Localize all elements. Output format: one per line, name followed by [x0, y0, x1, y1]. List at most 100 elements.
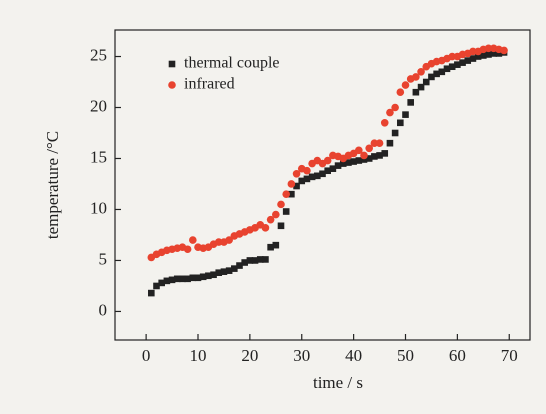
data-point — [189, 236, 197, 244]
data-point — [454, 61, 461, 68]
data-point — [246, 257, 254, 264]
data-point — [360, 156, 368, 163]
data-point — [397, 119, 404, 127]
data-point — [163, 277, 171, 285]
y-tick-label: 20 — [90, 96, 107, 115]
data-point — [433, 70, 440, 78]
data-point — [303, 175, 311, 183]
data-point — [365, 144, 373, 153]
data-point — [401, 81, 410, 89]
data-point — [319, 170, 326, 178]
data-point — [282, 208, 290, 215]
x-tick-label: 0 — [142, 346, 151, 365]
data-point — [298, 177, 306, 185]
data-point — [241, 259, 248, 266]
y-tick-label: 10 — [90, 198, 107, 217]
legend-label: thermal couple — [184, 55, 280, 72]
data-point — [464, 57, 472, 64]
data-point — [428, 73, 435, 81]
data-point — [205, 272, 212, 280]
data-point — [500, 46, 508, 55]
y-tick-label: 15 — [90, 147, 107, 166]
data-point — [376, 152, 383, 159]
data-point — [194, 274, 202, 282]
data-point — [438, 68, 446, 76]
data-point — [277, 200, 285, 209]
data-point — [231, 265, 238, 272]
data-point — [355, 146, 363, 155]
data-point — [256, 256, 264, 263]
x-axis-label: time / s — [313, 373, 363, 392]
data-point — [371, 153, 378, 160]
data-point — [345, 159, 352, 166]
data-point — [236, 262, 243, 269]
data-point — [474, 53, 482, 60]
data-point — [412, 73, 420, 81]
data-point — [189, 274, 197, 282]
y-tick-label: 0 — [99, 300, 108, 319]
data-point — [173, 275, 181, 283]
data-point — [220, 268, 228, 275]
data-point — [417, 83, 425, 91]
legend-label: infrared — [184, 76, 235, 93]
data-point — [391, 103, 399, 112]
x-tick-label: 40 — [345, 346, 362, 365]
data-point — [422, 78, 430, 86]
data-point — [407, 99, 414, 106]
data-point — [282, 190, 290, 198]
data-point — [293, 182, 300, 190]
data-point — [485, 51, 492, 58]
x-tick-label: 10 — [190, 346, 207, 365]
legend-marker — [168, 60, 176, 68]
data-point — [266, 215, 275, 224]
data-point — [210, 271, 217, 279]
data-point — [168, 276, 176, 284]
data-point — [365, 155, 373, 162]
data-point — [225, 236, 233, 244]
x-tick-label: 60 — [449, 346, 466, 365]
data-point — [469, 55, 477, 62]
data-point — [324, 167, 331, 175]
data-point — [225, 267, 233, 274]
data-point — [495, 50, 503, 57]
y-axis-label: temperature /°C — [43, 131, 62, 239]
data-point — [459, 59, 466, 66]
data-point — [386, 108, 394, 117]
data-point — [490, 50, 497, 57]
data-point — [262, 256, 269, 263]
data-point — [261, 224, 270, 232]
data-point — [448, 63, 456, 71]
data-point — [412, 88, 420, 96]
data-point — [308, 173, 316, 181]
data-point — [417, 68, 425, 76]
data-point — [148, 289, 155, 297]
y-tick-label: 5 — [99, 249, 108, 268]
data-point — [272, 210, 280, 219]
data-point — [391, 129, 399, 137]
data-point — [292, 169, 301, 178]
data-point — [303, 166, 311, 175]
data-point — [375, 139, 384, 147]
data-point — [334, 162, 342, 169]
legend-marker — [168, 81, 176, 89]
data-point — [288, 190, 295, 198]
data-point — [381, 150, 389, 157]
data-point — [277, 222, 285, 230]
x-tick-label: 20 — [241, 346, 258, 365]
data-point — [339, 160, 347, 167]
data-point — [355, 157, 363, 164]
data-point — [267, 243, 274, 251]
data-point — [184, 275, 191, 283]
data-point — [251, 257, 259, 264]
data-point — [199, 273, 207, 281]
y-tick-label: 25 — [90, 45, 107, 64]
x-tick-label: 30 — [293, 346, 310, 365]
data-point — [272, 241, 280, 249]
data-point — [360, 151, 368, 160]
data-point — [153, 282, 160, 290]
data-point — [443, 65, 451, 73]
data-point — [402, 111, 409, 118]
plot-frame — [114, 29, 531, 341]
data-point — [350, 158, 357, 165]
